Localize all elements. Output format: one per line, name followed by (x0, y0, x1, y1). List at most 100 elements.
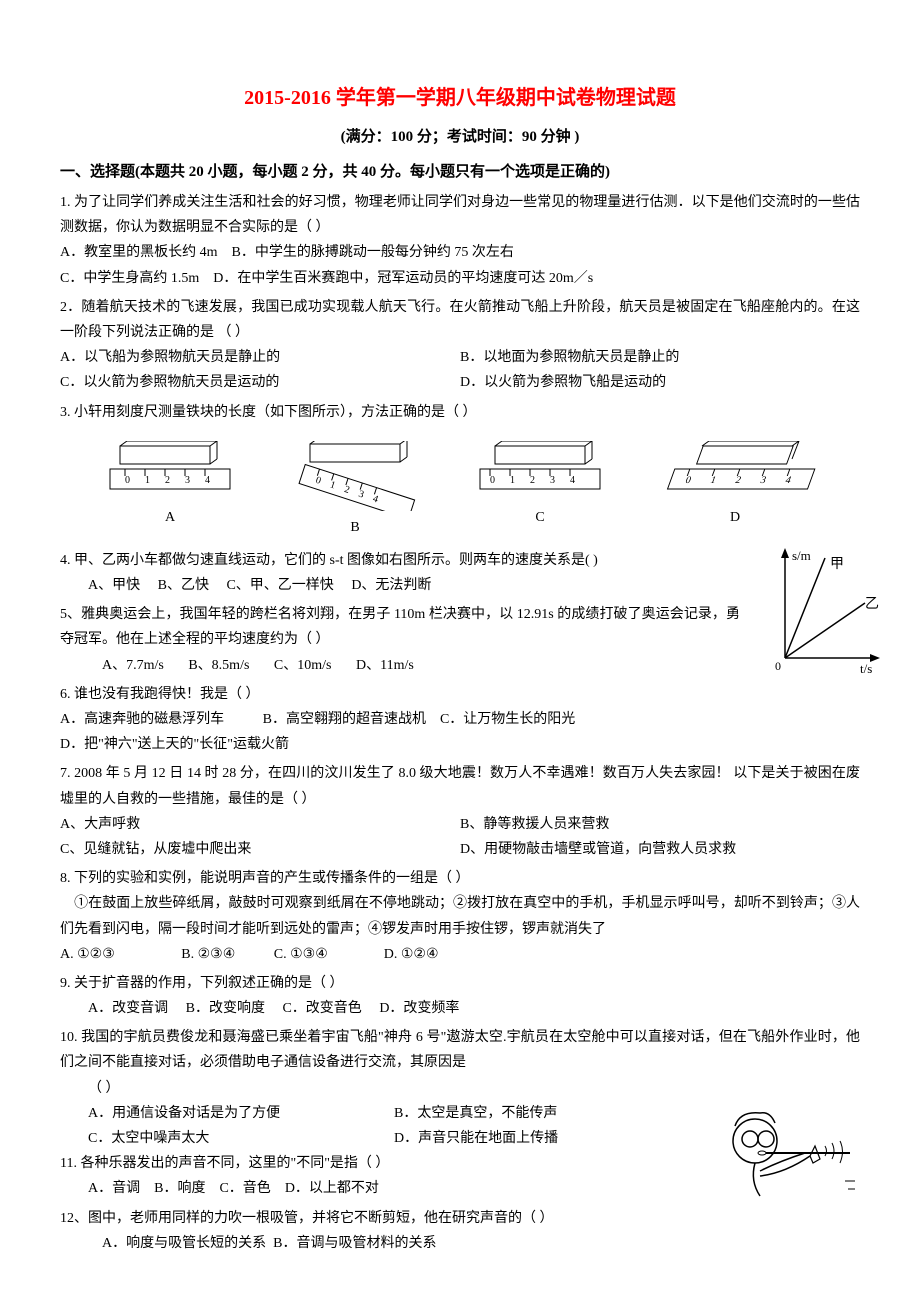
svg-text:3: 3 (185, 475, 190, 486)
question-6: 6. 谁也没有我跑得快！我是（ ） A．高速奔驰的磁悬浮列车 B．高空翱翔的超音… (60, 682, 860, 758)
svg-text:4: 4 (570, 475, 575, 486)
q8-text: 8. 下列的实验和实例，能说明声音的产生或传播条件的一组是（ ） (60, 866, 860, 891)
question-1: 1. 为了让同学们养成关注生活和社会的好习惯，物理老师让同学们对身边一些常见的物… (60, 190, 860, 291)
q5-opt-b: B、8.5m/s (188, 658, 249, 673)
q6-text: 6. 谁也没有我跑得快！我是（ ） (60, 682, 860, 707)
ruler-label-c: C (470, 505, 610, 530)
q8-opt-b: B. ②③④ (181, 947, 235, 962)
q6-opt-c: C．让万物生长的阳光 (440, 712, 575, 727)
exam-subtitle: (满分：100 分；考试时间：90 分钟 ) (60, 124, 860, 151)
svg-text:0: 0 (490, 475, 495, 486)
q1-text: 1. 为了让同学们养成关注生活和社会的好习惯，物理老师让同学们对身边一些常见的物… (60, 190, 860, 240)
q1-opt-a: A．教室里的黑板长约 4m (60, 245, 218, 260)
q10-opt-b: B．太空是真空，不能传声 (394, 1101, 700, 1126)
q8-opt-d: D. ①②④ (384, 947, 439, 962)
question-3: 3. 小轩用刻度尺测量铁块的长度（如下图所示），方法正确的是（ ） 0 1 2 … (60, 400, 860, 540)
svg-text:4: 4 (784, 475, 793, 486)
q11-opt-d: D．以上都不对 (285, 1181, 379, 1196)
q10-blank: （ ） (60, 1076, 860, 1101)
q7-opt-c: C、见缝就钻，从废墟中爬出来 (60, 837, 460, 862)
ruler-a: 0 1 2 3 4 A (100, 441, 240, 540)
ruler-d: 0 1 2 3 4 D (650, 441, 820, 540)
ruler-label-b: B (280, 515, 430, 540)
question-5: 5、雅典奥运会上，我国年轻的跨栏名将刘翔，在男子 110m 栏决赛中，以 12.… (60, 602, 860, 678)
q1-opt-c: C．中学生身高约 1.5m (60, 271, 199, 286)
st-graph: s/m t/s 0 甲 乙 (770, 548, 890, 687)
graph-ylabel: s/m (792, 548, 811, 563)
q11-text: 11. 各种乐器发出的声音不同，这里的"不同"是指（ ） (60, 1151, 700, 1176)
q4-text: 4. 甲、乙两小车都做匀速直线运动，它们的 s-t 图像如右图所示。则两车的速度… (60, 548, 740, 573)
svg-text:2: 2 (734, 475, 743, 486)
q12-opt-a: A．响度与吸管长短的关系 (102, 1236, 266, 1251)
cartoon-icon (710, 1101, 860, 1230)
question-2: 2．随着航天技术的飞速发展，我国已成功实现载人航天飞行。在火箭推动飞船上升阶段，… (60, 295, 860, 396)
graph-origin: 0 (775, 659, 781, 673)
graph-xlabel: t/s (860, 661, 872, 676)
q1-opt-d: D．在中学生百米赛跑中，冠军运动员的平均速度可达 20m／s (213, 271, 593, 286)
q6-opt-d: D．把"神六"送上天的"长征"运载火箭 (60, 732, 860, 757)
q9-opt-a: A．改变音调 (88, 1001, 168, 1016)
svg-text:0: 0 (125, 475, 130, 486)
question-10: 10. 我国的宇航员费俊龙和聂海盛已乘坐着宇宙飞船"神舟 6 号"遨游太空.宇航… (60, 1025, 860, 1256)
question-9: 9. 关于扩音器的作用，下列叙述正确的是（ ） A．改变音调 B．改变响度 C．… (60, 971, 860, 1021)
q10-text: 10. 我国的宇航员费俊龙和聂海盛已乘坐着宇宙飞船"神舟 6 号"遨游太空.宇航… (60, 1025, 860, 1075)
question-4: 4. 甲、乙两小车都做匀速直线运动，它们的 s-t 图像如右图所示。则两车的速度… (60, 548, 860, 598)
q2-opt-d: D．以火箭为参照物飞船是运动的 (460, 370, 860, 395)
q8-opt-c: C. ①③④ (274, 947, 328, 962)
q2-opt-c: C．以火箭为参照物航天员是运动的 (60, 370, 460, 395)
q2-text: 2．随着航天技术的飞速发展，我国已成功实现载人航天飞行。在火箭推动飞船上升阶段，… (60, 295, 860, 345)
q2-opt-a: A．以飞船为参照物航天员是静止的 (60, 345, 460, 370)
q4-opt-b: B、乙快 (158, 578, 209, 593)
q7-opt-d: D、用硬物敲击墙壁或管道，向营救人员求救 (460, 837, 860, 862)
q7-text: 7. 2008 年 5 月 12 日 14 时 28 分，在四川的汶川发生了 8… (60, 761, 860, 811)
ruler-b: 0 1 2 3 4 B (280, 441, 430, 540)
ruler-label-a: A (100, 505, 240, 530)
svg-text:2: 2 (165, 475, 170, 486)
question-7: 7. 2008 年 5 月 12 日 14 时 28 分，在四川的汶川发生了 8… (60, 761, 860, 862)
q10-opt-d: D．声音只能在地面上传播 (394, 1126, 700, 1151)
q10-opt-c: C．太空中噪声太大 (88, 1126, 394, 1151)
q12-text: 12、图中，老师用同样的力吹一根吸管，并将它不断剪短，他在研究声音的（ ） (60, 1206, 700, 1231)
q5-opt-c: C、10m/s (274, 658, 332, 673)
q5-opt-d: D、11m/s (356, 658, 414, 673)
q10-opt-a: A．用通信设备对话是为了方便 (88, 1101, 394, 1126)
svg-text:3: 3 (550, 475, 555, 486)
q5-opt-a: A、7.7m/s (102, 658, 164, 673)
q4-opt-a: A、甲快 (88, 578, 140, 593)
q12-opt-b: B．音调与吸管材料的关系 (273, 1236, 436, 1251)
q9-text: 9. 关于扩音器的作用，下列叙述正确的是（ ） (60, 971, 860, 996)
svg-text:4: 4 (205, 475, 210, 486)
q8-opt-a: A. ①②③ (60, 947, 115, 962)
q4-opt-d: D、无法判断 (351, 578, 431, 593)
q9-opt-d: D．改变频率 (379, 1001, 459, 1016)
section-1-header: 一、选择题(本题共 20 小题，每小题 2 分，共 40 分。每小题只有一个选项… (60, 159, 860, 186)
q3-text: 3. 小轩用刻度尺测量铁块的长度（如下图所示），方法正确的是（ ） (60, 400, 860, 425)
q5-text: 5、雅典奥运会上，我国年轻的跨栏名将刘翔，在男子 110m 栏决赛中，以 12.… (60, 602, 740, 652)
ruler-c: 0 1 2 3 4 C (470, 441, 610, 540)
graph-line-jia: 甲 (830, 557, 844, 572)
graph-line-yi: 乙 (865, 596, 879, 612)
svg-text:1: 1 (709, 475, 718, 486)
q9-opt-c: C．改变音色 (282, 1001, 361, 1016)
q7-opt-a: A、大声呼救 (60, 812, 460, 837)
q6-opt-a: A．高速奔驰的磁悬浮列车 (60, 712, 224, 727)
q1-opt-b: B．中学生的脉搏跳动一般每分钟约 75 次左右 (232, 245, 514, 260)
q8-items: ①在鼓面上放些碎纸屑，敲鼓时可观察到纸屑在不停地跳动；②拨打放在真空中的手机，手… (60, 891, 860, 941)
svg-text:0: 0 (684, 475, 693, 486)
q4-opt-c: C、甲、乙一样快 (226, 578, 333, 593)
svg-text:3: 3 (759, 475, 768, 486)
svg-text:2: 2 (530, 475, 535, 486)
q11-opt-c: C．音色 (219, 1181, 270, 1196)
question-8: 8. 下列的实验和实例，能说明声音的产生或传播条件的一组是（ ） ①在鼓面上放些… (60, 866, 860, 967)
q9-opt-b: B．改变响度 (186, 1001, 265, 1016)
q2-opt-b: B．以地面为参照物航天员是静止的 (460, 345, 860, 370)
q7-opt-b: B、静等救援人员来营救 (460, 812, 860, 837)
ruler-diagrams: 0 1 2 3 4 A (60, 441, 860, 540)
exam-title: 2015-2016 学年第一学期八年级期中试卷物理试题 (60, 80, 860, 116)
q11-opt-a: A．音调 (88, 1181, 140, 1196)
q11-opt-b: B．响度 (154, 1181, 205, 1196)
svg-text:1: 1 (510, 475, 515, 486)
q6-opt-b: B．高空翱翔的超音速战机 (263, 712, 426, 727)
svg-text:1: 1 (145, 475, 150, 486)
ruler-label-d: D (650, 505, 820, 530)
